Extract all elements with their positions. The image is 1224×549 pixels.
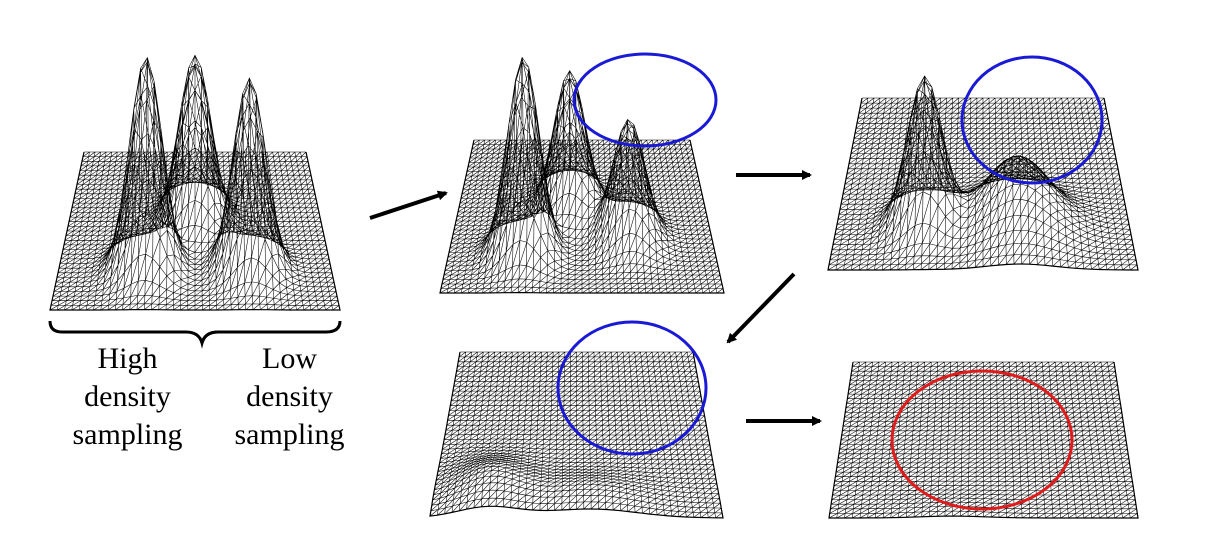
label-low-line3: sampling — [234, 418, 345, 451]
label-high-line3: sampling — [72, 418, 183, 451]
arrow-3 — [726, 272, 796, 344]
highlight-circle-1 — [572, 52, 718, 148]
mesh-surface-p2 — [827, 75, 1139, 271]
mesh-surface-p1 — [439, 56, 725, 294]
label-high-line1: High — [97, 342, 158, 375]
label-high-density-sampling: High density sampling — [60, 340, 195, 454]
mesh-surface-p0 — [49, 54, 341, 311]
label-low-line2: density — [246, 380, 333, 413]
mesh-surface-p3 — [429, 351, 724, 519]
mesh-lines-p0 — [49, 54, 341, 311]
brace-right-icon — [200, 320, 342, 344]
highlight-circle-3 — [556, 320, 708, 456]
mesh-lines-p2 — [827, 75, 1139, 271]
mesh-outline-p0 — [49, 151, 341, 311]
arrow-1 — [369, 190, 448, 220]
mesh-lines-p1 — [439, 56, 725, 294]
mesh-surface-p4 — [828, 361, 1139, 519]
label-low-density-sampling: Low density sampling — [222, 340, 357, 454]
mesh-outline-p3 — [429, 351, 724, 519]
highlight-circle-2 — [960, 55, 1104, 185]
mesh-outline-p1 — [439, 139, 725, 294]
mesh-lines-p3 — [429, 351, 724, 519]
highlight-circle-4 — [890, 369, 1074, 511]
mesh-outline-p2 — [827, 97, 1139, 271]
mesh-outline-p4 — [828, 361, 1139, 519]
label-high-line2: density — [84, 380, 171, 413]
label-low-line1: Low — [262, 342, 317, 375]
mesh-lines-p4 — [828, 361, 1139, 519]
